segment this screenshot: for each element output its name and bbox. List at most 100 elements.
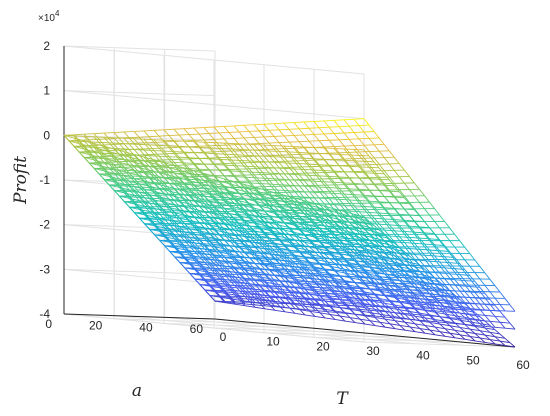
mesh-line <box>338 178 345 185</box>
mesh-line <box>264 284 275 287</box>
mesh-line <box>279 291 290 293</box>
mesh-line <box>379 298 386 304</box>
mesh-line <box>429 282 436 290</box>
mesh-line <box>258 191 265 197</box>
mesh-line <box>409 277 416 285</box>
mesh-line <box>368 226 380 231</box>
mesh-line <box>138 144 145 151</box>
mesh-line <box>93 159 100 166</box>
mesh-line <box>234 240 240 247</box>
mesh-line <box>304 220 315 224</box>
mesh-line <box>63 135 70 142</box>
mesh-line <box>349 255 355 261</box>
mesh-line <box>214 263 221 270</box>
mesh-line <box>489 298 496 306</box>
mesh-line <box>198 190 205 197</box>
mesh-line <box>209 232 215 239</box>
mesh-line <box>329 242 335 249</box>
mesh-line <box>169 182 180 187</box>
mesh-line <box>123 175 130 182</box>
mesh-line <box>248 210 255 216</box>
mesh-line <box>178 159 185 166</box>
mesh-line <box>203 195 210 202</box>
mesh-line <box>384 282 391 290</box>
mesh-line <box>279 270 290 273</box>
mesh-line <box>213 142 220 149</box>
mesh-line <box>209 273 216 280</box>
mesh-line <box>379 268 385 275</box>
mesh-line <box>88 145 100 150</box>
mesh-line <box>258 198 265 204</box>
mesh-line <box>269 172 280 175</box>
mesh-line <box>319 273 326 281</box>
mesh-line <box>334 234 345 238</box>
mesh-line <box>264 263 275 266</box>
mesh-line <box>164 200 170 207</box>
mesh-line <box>234 202 245 207</box>
mesh-line <box>374 243 385 248</box>
mesh-line <box>274 178 285 180</box>
mesh-line <box>264 203 275 207</box>
mesh-line <box>233 197 240 205</box>
mesh-line <box>253 199 260 206</box>
mesh-line <box>184 258 191 265</box>
mesh-line <box>404 231 415 233</box>
mesh-line <box>174 180 185 184</box>
mesh-line <box>313 180 320 188</box>
mesh-line <box>224 281 235 283</box>
mesh-line <box>404 291 411 297</box>
mesh-line <box>243 190 255 195</box>
mesh-line <box>253 124 260 132</box>
mesh-line <box>68 140 75 147</box>
mesh-line <box>283 168 290 175</box>
mesh-line <box>354 267 360 273</box>
mesh-line <box>218 169 225 177</box>
mesh-line <box>254 254 260 261</box>
mesh-line <box>409 262 415 268</box>
mesh-line <box>384 240 395 244</box>
mesh-line <box>369 233 380 237</box>
mesh-line <box>434 326 441 333</box>
mesh-line <box>389 257 395 263</box>
mesh-line <box>424 281 430 287</box>
mesh-line <box>144 170 155 173</box>
mesh-line <box>308 231 315 238</box>
mesh-line <box>229 220 235 227</box>
mesh-line <box>199 157 210 160</box>
mesh-line <box>204 258 215 261</box>
mesh-line <box>248 182 255 189</box>
mesh-line <box>293 157 300 164</box>
mesh-line <box>73 137 85 142</box>
mesh-line <box>349 254 360 257</box>
mesh-line <box>444 313 451 319</box>
mesh-line <box>164 185 175 189</box>
mesh-line <box>159 240 165 247</box>
mesh-line <box>244 230 255 233</box>
mesh-line <box>113 137 120 144</box>
mesh-line <box>263 177 270 185</box>
mesh-line <box>314 299 321 307</box>
mesh-line <box>353 160 360 168</box>
mesh-line <box>394 248 405 253</box>
mesh-line <box>253 207 260 214</box>
mesh-line <box>243 137 250 145</box>
mesh-line <box>294 234 300 241</box>
mesh-line <box>123 151 130 158</box>
mesh-line <box>279 288 286 295</box>
mesh-line <box>359 154 370 157</box>
mesh-line <box>179 201 190 205</box>
mesh-line <box>399 309 406 315</box>
mesh-line <box>208 158 215 165</box>
mesh-line <box>254 271 261 278</box>
mesh-line <box>229 289 236 296</box>
mesh-line <box>318 197 325 205</box>
mesh-line <box>429 260 436 268</box>
mesh-line <box>134 180 145 183</box>
mesh-line <box>179 188 190 191</box>
mesh-line <box>389 224 400 226</box>
mesh-line <box>214 229 220 236</box>
mesh-line <box>193 152 200 159</box>
mesh-line <box>364 196 370 204</box>
mesh-line <box>188 203 195 210</box>
mesh-line <box>249 301 256 308</box>
